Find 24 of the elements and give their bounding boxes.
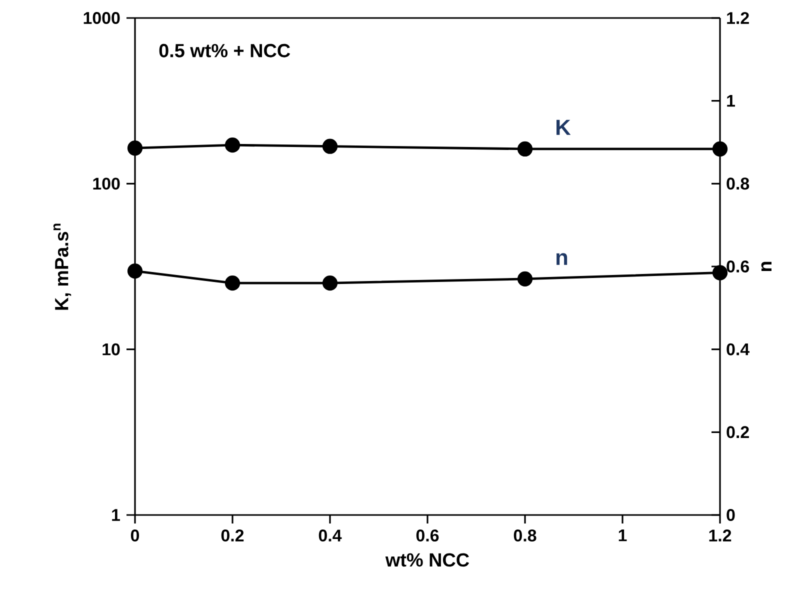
x-tick-label: 0.6 xyxy=(416,530,439,542)
x-tick-label: 0.2 xyxy=(221,530,244,542)
y-tick-label: 1 xyxy=(112,509,120,521)
x-tick-label: 1.2 xyxy=(709,530,732,542)
y2-tick-label: 1.2 xyxy=(727,12,749,24)
x-tick-label: 0.8 xyxy=(514,530,536,542)
y2-tick-label: 1 xyxy=(727,95,735,107)
y2-tick-label: 0.8 xyxy=(726,178,750,190)
y-tick-label: 1000 xyxy=(84,12,120,24)
x-tick-label: 1 xyxy=(618,530,627,542)
series-label: n xyxy=(556,253,568,265)
y2-axis-title: n xyxy=(761,262,772,272)
y2-tick-label: 0.6 xyxy=(726,260,749,272)
y-axis-title: K, mPa.s$^{n}$ xyxy=(53,224,72,310)
y-tick-label: 100 xyxy=(93,178,120,190)
y2-tick-label: 0 xyxy=(726,509,735,521)
y-tick-label: 10 xyxy=(102,343,120,356)
y2-tick-label: 0.4 xyxy=(726,343,750,356)
x-axis-title: wt% NCC xyxy=(385,553,470,567)
text: 0.5 wt% + NCC xyxy=(159,44,290,58)
series-label: K xyxy=(556,120,571,135)
x-tick-label: 0.4 xyxy=(318,530,342,542)
x-tick-label: 0 xyxy=(130,530,140,542)
y2-tick-label: 0.2 xyxy=(726,426,749,438)
